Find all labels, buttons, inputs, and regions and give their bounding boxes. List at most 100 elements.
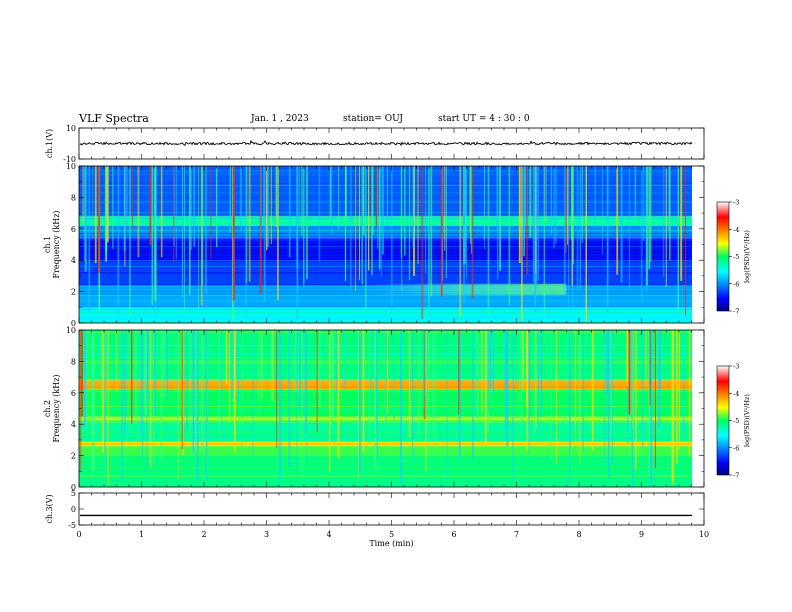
psd-texture-line xyxy=(79,460,692,462)
y-axis-label-channel: ch.2 xyxy=(43,400,52,417)
sferic-streak xyxy=(231,166,234,321)
psd-texture-line xyxy=(79,468,692,470)
psd-texture-line xyxy=(79,273,692,274)
sferic-streak xyxy=(154,166,157,302)
sferic-streak xyxy=(338,166,340,229)
sferic-streak xyxy=(579,330,581,465)
psd-band-6 xyxy=(79,166,692,217)
axes-layer: -3 -4 -5 -6 -7 log(PSD)(V²/Hz) -3 -4 -5 -6 -7 log(P… xyxy=(43,124,751,548)
sferic-streak xyxy=(248,166,251,282)
psd-texture-line xyxy=(79,168,692,170)
sferic-streak xyxy=(296,166,299,320)
sferic-streak xyxy=(430,166,433,297)
sferic-streak xyxy=(493,330,495,395)
y-tick-label: -10 xyxy=(63,155,76,164)
sferic-streak xyxy=(146,330,148,483)
psd-texture-line xyxy=(79,484,692,486)
psd-texture-line xyxy=(79,295,692,297)
sferic-streak xyxy=(275,166,278,228)
axes-panel-1: 0 2 4 6 8 10 ch.1 Frequency (kHz) xyxy=(43,162,705,328)
psd-texture-line xyxy=(79,306,692,308)
sferic-streak xyxy=(445,166,447,279)
sferic-streak xyxy=(225,330,228,386)
sferic-streak xyxy=(201,330,204,452)
sferic-streak xyxy=(177,330,179,431)
psd-texture-line xyxy=(79,317,692,318)
sferic-streak xyxy=(572,166,575,265)
sferic-streak xyxy=(140,330,142,436)
psd-texture-line xyxy=(79,170,692,172)
colorbar-tick-label: -6 xyxy=(733,280,739,288)
sferic-streak xyxy=(316,330,318,433)
y-tick-label: 10 xyxy=(66,162,76,171)
sferic-streak xyxy=(471,166,472,254)
sferic-streak xyxy=(374,330,377,470)
sferic-streak xyxy=(676,330,678,464)
sferic-streak xyxy=(233,330,236,452)
sferic-streak xyxy=(350,166,352,291)
sferic-streak xyxy=(123,330,126,435)
sferic-streak xyxy=(549,330,552,462)
sferic-streak xyxy=(166,330,168,400)
sferic-streak xyxy=(370,330,372,409)
y-axis-label: ch.3(V) xyxy=(45,494,54,523)
sferic-streak xyxy=(144,330,147,414)
sferic-streak xyxy=(528,330,530,454)
sferic-streak xyxy=(193,166,196,247)
sferic-streak xyxy=(80,330,83,417)
sferic-streak xyxy=(443,166,446,251)
sferic-streak xyxy=(149,166,152,245)
sferic-streak xyxy=(358,330,361,474)
sferic-streak xyxy=(91,330,94,479)
sferic-streak xyxy=(504,330,506,429)
sferic-streak xyxy=(371,166,373,275)
sferic-streak xyxy=(258,330,260,416)
sferic-streak xyxy=(336,330,339,398)
sferic-streak xyxy=(464,166,467,264)
sferic-streak xyxy=(332,330,334,419)
sferic-streak xyxy=(659,330,661,389)
sferic-streak xyxy=(145,330,148,419)
y-tick-label: 10 xyxy=(66,124,76,133)
sferic-streak xyxy=(299,166,301,229)
psd-texture-line xyxy=(79,207,692,209)
y-axis-label-quantity: Frequency (kHz) xyxy=(52,374,61,442)
sferic-streak xyxy=(487,166,490,316)
sferic-streak xyxy=(189,166,191,295)
sferic-streak xyxy=(515,330,517,386)
psd-texture-line xyxy=(79,312,692,314)
psd-texture-line xyxy=(79,267,692,269)
sferic-streak xyxy=(532,166,535,283)
sferic-streak xyxy=(92,166,94,240)
sferic-streak xyxy=(428,166,430,318)
sferic-streak xyxy=(665,166,667,287)
sferic-streak xyxy=(512,330,514,481)
sferic-streak xyxy=(527,166,529,223)
sferic-streak xyxy=(88,166,91,313)
sferic-streak xyxy=(218,330,220,440)
sferic-streak xyxy=(663,166,665,277)
sferic-streak xyxy=(196,330,199,481)
sferic-streak xyxy=(271,330,274,402)
sferic-streak xyxy=(116,330,118,393)
sferic-streak xyxy=(263,166,265,225)
sferic-streak xyxy=(581,166,584,244)
sferic-streak xyxy=(400,166,402,259)
sferic-streak xyxy=(579,166,582,290)
psd-texture-line xyxy=(79,174,692,176)
sferic-streak xyxy=(610,330,612,440)
sferic-streak xyxy=(129,166,131,317)
spectrogram-ch2 xyxy=(79,330,704,487)
sferic-streak xyxy=(628,330,631,415)
psd-band-3 xyxy=(79,238,692,261)
sferic-streak xyxy=(546,330,548,412)
sferic-streak xyxy=(125,166,128,227)
sferic-streak xyxy=(229,166,232,234)
sferic-streak xyxy=(683,330,685,432)
y-tick-label: 6 xyxy=(71,389,76,398)
sferic-streak xyxy=(277,166,279,301)
sferic-streak xyxy=(446,330,448,479)
sferic-streak xyxy=(192,330,195,454)
psd-texture-line xyxy=(79,309,692,311)
sferic-streak xyxy=(423,330,426,420)
